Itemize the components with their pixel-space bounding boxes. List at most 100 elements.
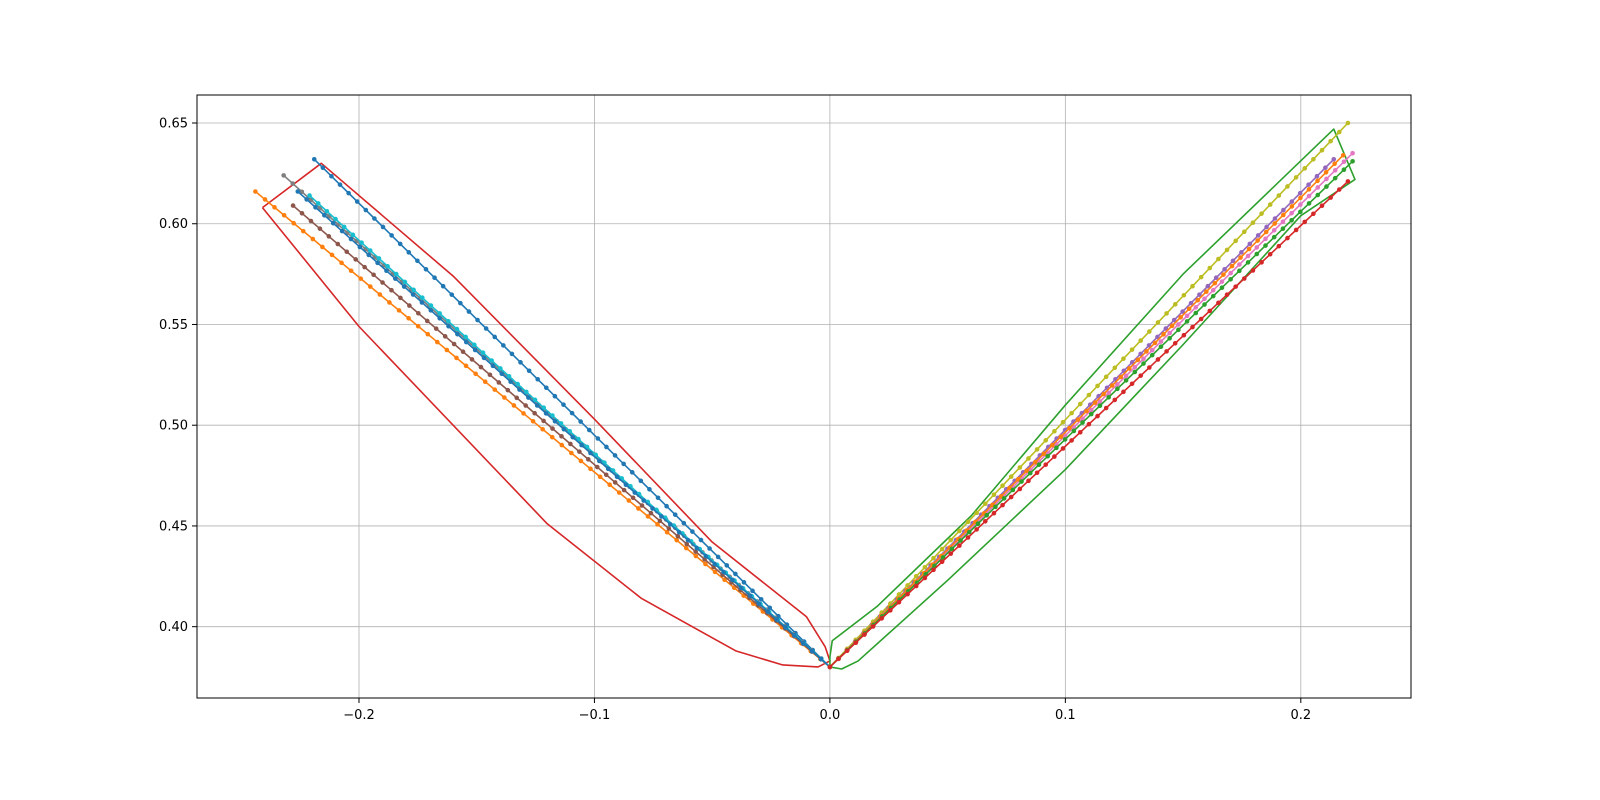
hull-layer: [261, 128, 1356, 670]
series-point: [1118, 374, 1124, 380]
series-point: [1306, 187, 1312, 192]
series-point: [715, 554, 721, 560]
series-point: [1052, 428, 1057, 434]
series-point: [397, 241, 403, 247]
series-point: [534, 403, 540, 408]
series-point: [1088, 411, 1094, 417]
series-point: [1250, 268, 1256, 273]
series-point: [1071, 424, 1077, 430]
series-point: [454, 355, 459, 361]
series-point: [1267, 251, 1273, 257]
series-point: [1202, 296, 1207, 302]
series-point: [541, 418, 546, 424]
series-point: [483, 326, 489, 331]
series-point: [299, 189, 305, 195]
series-point: [750, 588, 755, 594]
series-point: [1281, 207, 1286, 213]
series-point: [783, 625, 788, 630]
series-point: [612, 480, 618, 485]
series-point: [724, 563, 730, 568]
x-tick-label: 0.1: [1055, 708, 1076, 723]
series-point: [1298, 209, 1303, 215]
series-point: [1272, 221, 1278, 226]
series-point: [703, 553, 709, 559]
series-point: [758, 596, 764, 602]
series-point: [393, 271, 399, 277]
series-point: [664, 503, 669, 509]
series-point: [607, 482, 612, 488]
series-point: [281, 173, 286, 178]
series-point: [1238, 255, 1243, 260]
series-point: [844, 648, 850, 654]
series-point: [1259, 211, 1264, 216]
series-6: [295, 189, 833, 670]
series-point: [1302, 166, 1308, 171]
series-point: [1332, 168, 1338, 173]
series-point: [561, 402, 566, 407]
series-point: [469, 357, 475, 362]
series-point: [1144, 349, 1149, 354]
series-point: [991, 492, 997, 498]
series-point: [478, 364, 484, 370]
series-point: [765, 609, 771, 614]
series-point: [1328, 195, 1333, 200]
series-point: [1007, 485, 1012, 491]
series-point: [1092, 400, 1098, 405]
series-point: [423, 266, 429, 272]
series-point: [526, 368, 532, 374]
series-point: [1171, 317, 1177, 323]
series-point: [1285, 235, 1290, 241]
series-point: [1167, 330, 1172, 336]
series-point: [357, 244, 363, 250]
series-point: [568, 441, 573, 447]
series-point: [638, 478, 644, 484]
series-layer: [253, 120, 1355, 670]
series-point: [818, 656, 824, 662]
series-point: [446, 318, 451, 324]
series-point: [792, 632, 797, 638]
series-point: [1272, 216, 1278, 221]
series-point: [612, 453, 618, 458]
series-point: [1001, 496, 1007, 501]
series-point: [1336, 187, 1342, 192]
series-point: [346, 190, 351, 196]
series-point: [974, 527, 979, 532]
series-point: [502, 395, 507, 400]
series-point: [363, 207, 369, 213]
series-point: [1026, 478, 1031, 484]
series-point: [1216, 256, 1221, 262]
series-point: [623, 482, 629, 488]
series-point: [511, 403, 517, 408]
series-point: [463, 334, 468, 340]
series-point: [722, 577, 727, 583]
series-point: [1172, 302, 1178, 307]
series-point: [407, 303, 412, 308]
series-point: [1180, 309, 1185, 314]
series-point: [1205, 283, 1211, 289]
series-point: [1289, 210, 1294, 216]
series-point: [508, 379, 513, 384]
series-point: [1311, 156, 1316, 162]
series-point: [774, 617, 779, 622]
series-point: [1259, 260, 1264, 265]
series-point: [320, 165, 326, 171]
series-point: [1086, 421, 1092, 427]
series-point: [1250, 220, 1256, 226]
series-point: [1015, 477, 1021, 482]
series-point: [1054, 445, 1059, 451]
series-point: [594, 464, 600, 470]
series-point: [684, 541, 690, 547]
series-point: [304, 197, 309, 202]
series-point: [1075, 417, 1081, 422]
series-point: [1242, 229, 1247, 235]
series-point: [354, 199, 360, 204]
series-point: [741, 580, 747, 585]
series-point: [1158, 344, 1164, 350]
series-point: [501, 343, 506, 348]
series-point: [1034, 470, 1040, 476]
series-point: [639, 503, 645, 508]
series-point: [1152, 340, 1158, 346]
series-point: [693, 553, 699, 559]
series-point: [540, 426, 545, 432]
